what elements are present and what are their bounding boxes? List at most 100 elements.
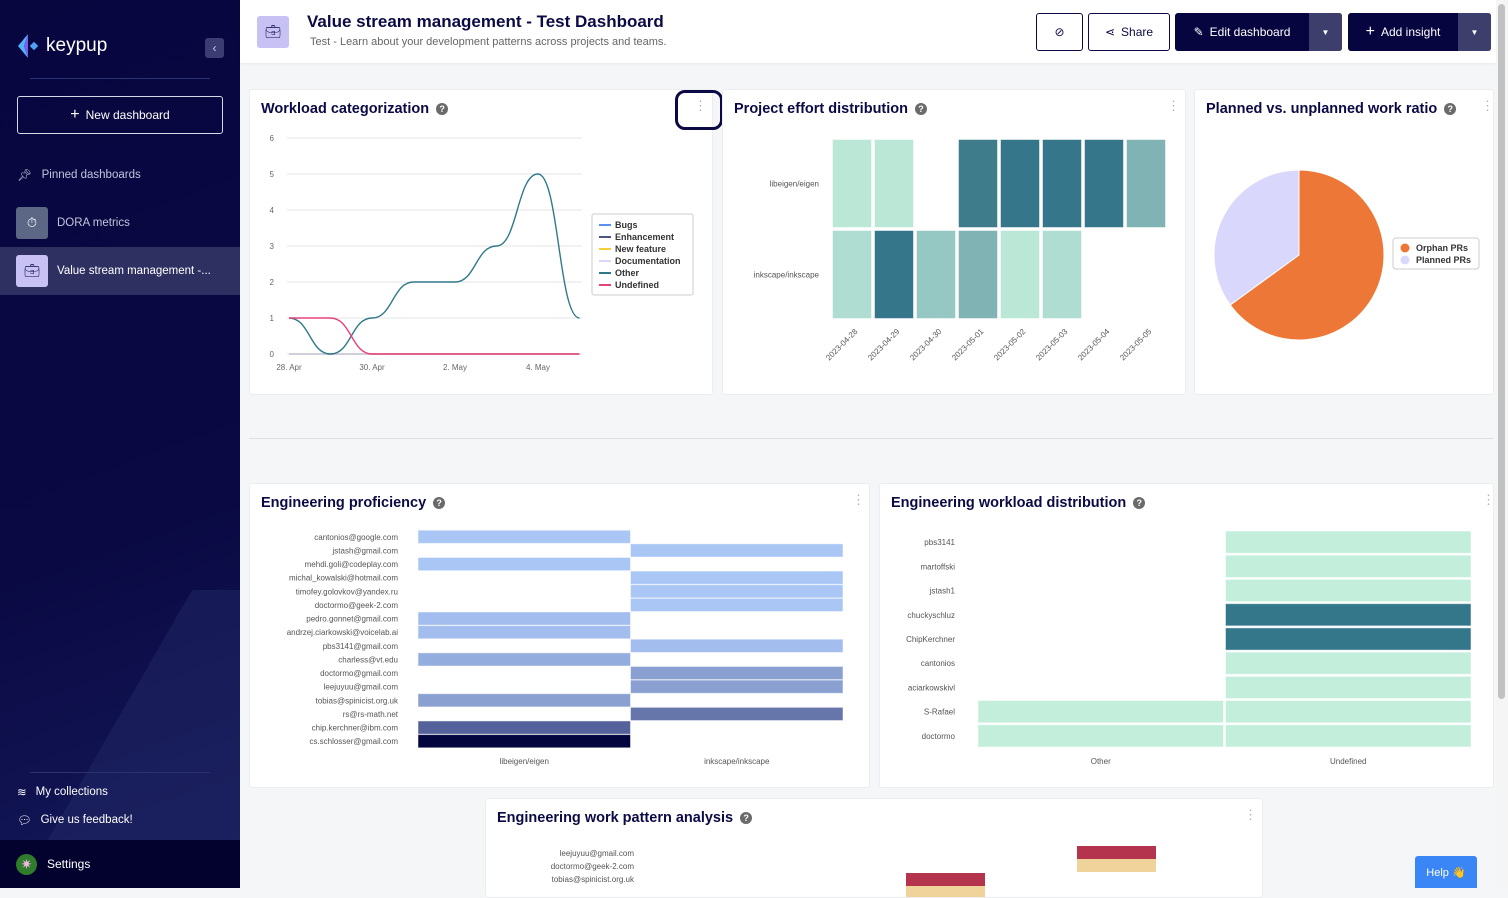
card-engineering-proficiency: cantonios@google.com jstash@gmail.com mehd… <box>249 483 870 788</box>
row-label: S-Rafael <box>924 708 955 717</box>
row-label: timofey.golovkov@yandex.ru <box>296 587 398 596</box>
heatmap-cell <box>630 679 844 694</box>
col-label: 2023-05-05 <box>1118 327 1154 363</box>
card-menu-button[interactable]: ⋮ <box>694 98 707 113</box>
dashboard-header: 💼︎ Value stream management - Test Dashbo… <box>240 0 1496 63</box>
card-menu-button[interactable]: ⋮ <box>1167 98 1180 113</box>
col-label: 2023-04-29 <box>866 327 902 363</box>
scrollbar-thumb[interactable] <box>1498 4 1505 699</box>
y-tick-label: 1 <box>270 314 275 323</box>
card-menu-button[interactable]: ⋮ <box>1481 98 1494 113</box>
row-label: leejuyuu@gmail.com <box>324 683 399 692</box>
x-tick-label: 28. Apr <box>276 363 302 372</box>
collapse-sidebar-button[interactable]: ‹ <box>205 38 224 58</box>
heatmap-cell <box>417 529 631 544</box>
col-label: 2023-05-04 <box>1076 327 1112 363</box>
heatmap-cell <box>417 693 631 708</box>
sidebar-item-value-stream[interactable]: 💼︎ Value stream management -... <box>0 247 240 295</box>
heatmap-cell <box>906 873 985 886</box>
briefcase-icon: 💼︎ <box>257 16 289 48</box>
heatmap-cell <box>977 700 1224 724</box>
heatmap-cell <box>874 139 914 228</box>
heatmap-cell <box>1126 139 1166 228</box>
row-label: jstash@gmail.com <box>332 546 399 555</box>
row-label: tobias@spinicist.org.uk <box>552 875 635 884</box>
heatmap-cell <box>1000 139 1040 228</box>
row-label: chuckyschluz <box>907 611 955 620</box>
add-insight-dropdown-button[interactable]: ▼ <box>1458 13 1491 51</box>
card-workload-distribution: pbs3141 martoffski jstash1 chuckyschluz Chip… <box>879 483 1494 788</box>
help-button[interactable]: Help 👋 <box>1415 856 1477 888</box>
heatmap-cell <box>630 597 844 613</box>
row-label: ChipKerchner <box>906 635 955 644</box>
pin-icon: 📌︎ <box>17 170 32 182</box>
row-label: pbs3141@gmail.com <box>323 642 399 651</box>
legend-item: Enhancement <box>615 232 674 242</box>
heatmap-cell <box>1042 139 1082 228</box>
line-chart: 0 1 2 3 4 5 6 28. Apr 30. Apr 2. May 4. May Bugs Enh… <box>270 134 694 372</box>
series-line-undefined <box>289 317 580 355</box>
my-collections-link[interactable]: ≋ My collections <box>17 786 108 799</box>
card-menu-button[interactable]: ⋮ <box>1244 807 1257 822</box>
keypup-logo[interactable]: keypup <box>16 33 107 59</box>
legend-item: Undefined <box>615 280 659 290</box>
row-label: pedro.gonnet@gmail.com <box>306 615 398 624</box>
scrollbar[interactable] <box>1496 0 1508 888</box>
help-icon[interactable]: ? <box>436 103 449 115</box>
help-icon[interactable]: ? <box>740 812 753 824</box>
legend-item: Other <box>615 268 640 278</box>
help-icon[interactable]: ? <box>1133 497 1146 509</box>
legend-box <box>591 213 694 296</box>
col-label: 2023-05-02 <box>992 327 1028 363</box>
card-menu-button[interactable]: ⋮ <box>852 492 865 507</box>
y-tick-label: 4 <box>270 206 275 215</box>
heatmap-cell <box>417 625 631 640</box>
row-label: tobias@spinicist.org.uk <box>316 696 399 705</box>
feedback-link[interactable]: 💬︎ Give us feedback! <box>17 814 133 827</box>
card-title: Engineering work pattern analysis <box>497 810 734 826</box>
share-icon: ⋖ <box>1104 25 1116 39</box>
sidebar: keypup ‹ + New dashboard 📌︎ Pinned dashboa… <box>0 0 240 888</box>
series-line-other <box>288 173 580 355</box>
edit-dashboard-button[interactable]: ✎ Edit dashboard ▼ <box>1175 13 1342 51</box>
new-dashboard-button[interactable]: + New dashboard <box>17 96 223 134</box>
heatmap-cell <box>1225 578 1472 603</box>
help-icon[interactable]: ? <box>915 103 927 115</box>
row-label: inkscape/inkscape <box>754 271 820 280</box>
heatmap-cell <box>1225 627 1472 651</box>
heatmap-cell <box>417 720 631 735</box>
card-title: Project effort distribution <box>734 101 908 117</box>
row-label: doctormo <box>922 732 956 741</box>
row-label: chip.kerchner@ibm.com <box>312 724 399 733</box>
add-insight-button[interactable]: + Add insight ▼ <box>1348 13 1491 51</box>
pie-slice <box>1213 169 1300 306</box>
heatmap-cell <box>630 706 844 722</box>
y-tick-label: 5 <box>270 170 275 179</box>
heatmap-cell <box>1225 530 1472 554</box>
edit-dropdown-button[interactable]: ▼ <box>1309 13 1342 51</box>
card-planned-ratio: Orphan PRs Planned PRs Planned vs. unplan… <box>1194 89 1494 395</box>
heatmap-cell <box>916 230 956 319</box>
card-title: Engineering proficiency <box>261 495 427 511</box>
card-menu-button[interactable]: ⋮ <box>1482 492 1494 507</box>
heatmap-cell <box>630 570 844 585</box>
heatmap-cell <box>1225 724 1472 748</box>
share-button[interactable]: ⋖ Share <box>1088 13 1170 51</box>
help-icon[interactable]: ? <box>1444 103 1457 115</box>
unpin-button[interactable]: ⊘ <box>1036 13 1083 51</box>
settings-link[interactable]: ✷ Settings <box>0 840 240 888</box>
row-label: cantonios@google.com <box>314 533 398 542</box>
heatmap-cell <box>630 638 844 653</box>
legend-swatch <box>1400 243 1410 253</box>
y-tick-label: 0 <box>270 350 275 359</box>
row-label: libeigen/eigen <box>770 180 819 189</box>
heatmap-chart: pbs3141 martoffski jstash1 chuckyschluz Chip… <box>906 530 1472 766</box>
help-icon[interactable]: ? <box>433 497 446 509</box>
sidebar-item-dora-metrics[interactable]: ⏱ DORA metrics <box>0 199 240 247</box>
heatmap-cell <box>630 543 844 558</box>
legend-item: Planned PRs <box>1416 255 1471 265</box>
heatmap-cell <box>1000 230 1040 319</box>
heatmap-cell <box>832 139 872 228</box>
row-label: martoffski <box>920 562 955 571</box>
row-label: rs@rs-math.net <box>343 710 399 719</box>
